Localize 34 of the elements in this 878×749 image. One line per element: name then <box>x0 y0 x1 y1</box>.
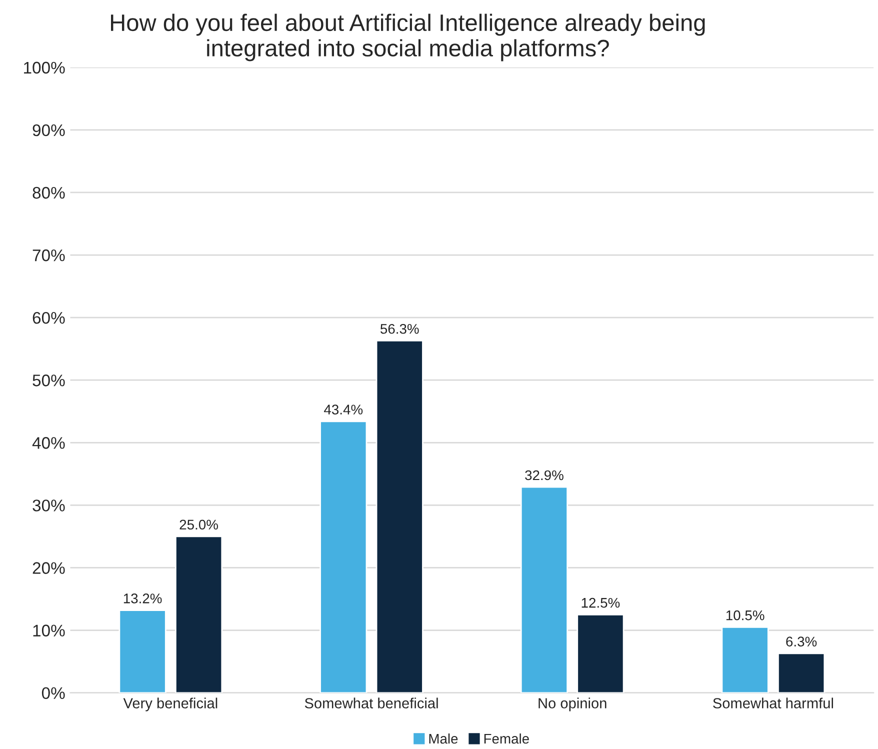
data-label: 43.4% <box>324 404 363 414</box>
x-tick-label: No opinion <box>538 698 606 712</box>
legend-label: Male <box>429 733 458 744</box>
y-tick-label: 90% <box>32 124 65 136</box>
y-tick-label: 80% <box>32 186 65 199</box>
bar <box>778 652 826 693</box>
x-tick-label: Very beneficial <box>123 698 218 712</box>
bar <box>376 340 424 693</box>
y-tick-label: 40% <box>32 437 65 449</box>
y-tick-label: 100% <box>24 62 65 74</box>
data-label: 56.3% <box>380 324 419 334</box>
y-tick-label: 10% <box>33 624 65 636</box>
y-tick-label: 70% <box>32 249 65 262</box>
bar <box>520 486 568 693</box>
y-tick-label: 0% <box>42 687 65 700</box>
y-tick-label: 30% <box>32 500 65 512</box>
y-tick-label: 50% <box>32 374 65 386</box>
data-label: 25.0% <box>180 520 218 530</box>
bar <box>320 420 368 693</box>
bar <box>576 614 624 693</box>
bar <box>174 536 223 693</box>
bar <box>118 610 166 693</box>
data-label: 32.9% <box>525 470 564 480</box>
data-label: 12.5% <box>582 598 620 608</box>
y-tick-label: 20% <box>32 562 65 574</box>
data-label: 13.2% <box>124 594 162 604</box>
data-label: 10.5% <box>726 610 764 620</box>
chart-title: How do you feel about Artificial Intelligence already being integrated into social media platforms? <box>111 14 705 62</box>
data-label: 6.3% <box>786 636 817 647</box>
bar <box>721 626 769 693</box>
legend-label: Female <box>484 733 529 744</box>
y-tick-label: 60% <box>32 312 65 324</box>
x-tick-label: Somewhat harmful <box>713 698 834 708</box>
x-tick-label: Somewhat beneficial <box>304 698 438 708</box>
